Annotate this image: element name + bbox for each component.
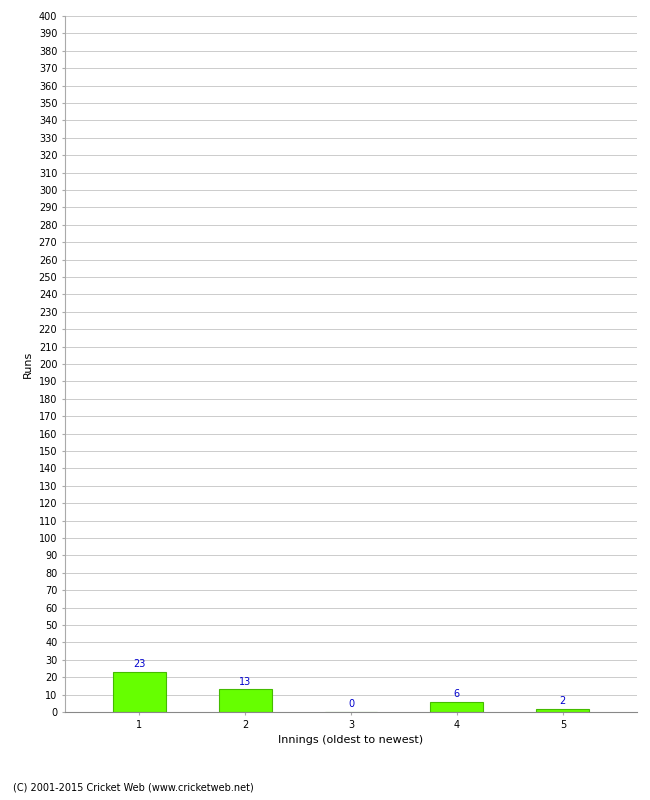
Text: 13: 13	[239, 677, 251, 686]
Bar	[536, 709, 590, 712]
Text: 0: 0	[348, 699, 354, 710]
Bar	[218, 690, 272, 712]
Bar	[112, 672, 166, 712]
X-axis label: Innings (oldest to newest): Innings (oldest to newest)	[278, 735, 424, 745]
Text: 23: 23	[133, 659, 146, 670]
Y-axis label: Runs: Runs	[23, 350, 33, 378]
Bar	[430, 702, 484, 712]
Text: 6: 6	[454, 689, 460, 699]
Text: (C) 2001-2015 Cricket Web (www.cricketweb.net): (C) 2001-2015 Cricket Web (www.cricketwe…	[13, 782, 254, 792]
Text: 2: 2	[560, 696, 566, 706]
